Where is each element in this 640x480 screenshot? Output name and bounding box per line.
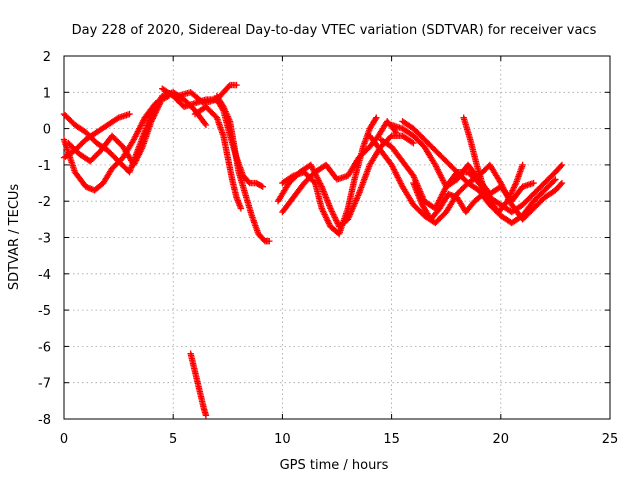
data-point <box>126 110 133 118</box>
data-point <box>237 205 245 212</box>
data-point <box>480 190 487 198</box>
data-point <box>550 177 558 184</box>
data-point <box>373 114 380 121</box>
x-tick-label: 10 <box>274 432 291 447</box>
data-point <box>478 191 486 199</box>
data-point <box>156 99 164 107</box>
data-point <box>410 139 417 147</box>
data-point <box>552 176 559 183</box>
y-tick-label: -6 <box>38 340 51 355</box>
series-track-13 <box>366 132 559 227</box>
y-tick-label: 1 <box>43 86 51 101</box>
data-point <box>557 162 565 170</box>
series-track-17 <box>460 114 526 216</box>
data-point <box>114 115 121 122</box>
series-track-8 <box>213 92 273 245</box>
y-tick-label: -5 <box>38 304 51 319</box>
data-point <box>288 173 296 180</box>
data-point <box>202 412 210 419</box>
grid-lines <box>64 56 610 419</box>
data-point <box>201 120 209 127</box>
y-tick-label: -1 <box>38 159 51 174</box>
series-track-4 <box>65 99 164 169</box>
data-point <box>259 183 266 190</box>
series-track-11 <box>279 118 400 216</box>
y-tick-label: 2 <box>43 50 51 65</box>
x-tick-label: 20 <box>493 432 510 447</box>
data-point <box>258 182 265 190</box>
y-tick-label: -4 <box>38 268 51 283</box>
data-point <box>558 161 566 169</box>
y-tick-label: -2 <box>38 195 51 210</box>
series-track-7 <box>191 103 245 212</box>
series-track-18 <box>410 179 487 223</box>
x-tick-label: 15 <box>383 432 400 447</box>
x-tick-label: 25 <box>602 432 619 447</box>
data-point <box>266 237 273 245</box>
data-point <box>558 179 566 187</box>
data-point <box>202 121 210 129</box>
x-axis-label: GPS time / hours <box>280 458 389 473</box>
y-axis-label: SDTVAR / TECUs <box>7 184 22 291</box>
y-tick-label: -3 <box>38 232 51 247</box>
chart-title: Day 228 of 2020, Sidereal Day-to-day VTE… <box>72 23 597 38</box>
data-point <box>372 115 379 123</box>
series-track-12 <box>279 114 380 238</box>
data-point <box>557 181 565 188</box>
data-point <box>233 81 240 89</box>
data-point <box>519 161 526 169</box>
y-tick-label: 0 <box>43 123 51 138</box>
data-points <box>60 81 566 419</box>
series-track-9 <box>187 350 210 419</box>
y-tick-label: -8 <box>38 413 51 428</box>
x-tick-label: 5 <box>169 432 177 447</box>
y-tick-label: -7 <box>38 377 51 392</box>
x-tick-label: 0 <box>60 432 68 447</box>
data-point <box>408 139 416 146</box>
data-point <box>392 129 400 136</box>
data-point <box>530 179 537 187</box>
